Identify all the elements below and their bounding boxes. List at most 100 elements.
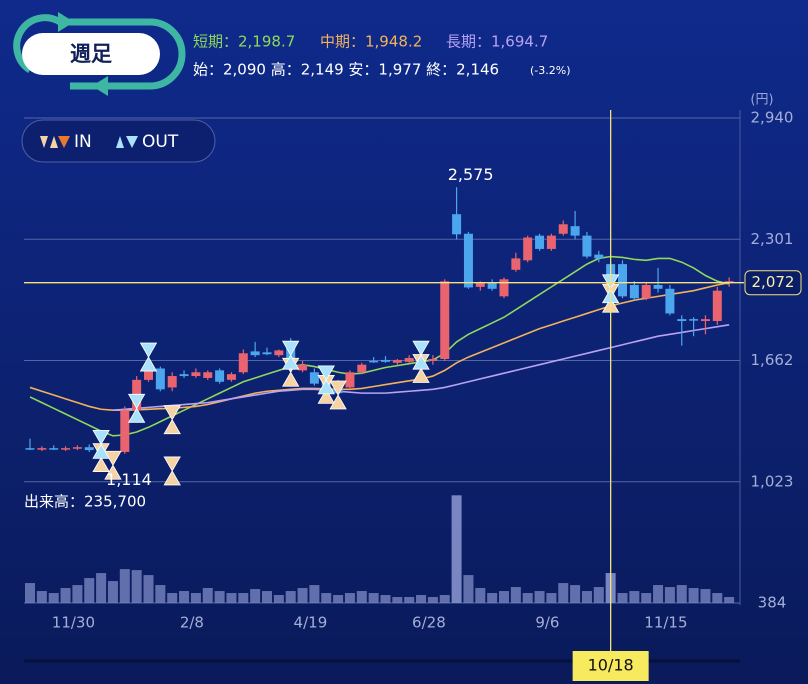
volume-bar xyxy=(202,588,213,603)
volume-bar xyxy=(131,570,142,603)
ring-arrow xyxy=(92,76,108,96)
x-tick-label: 11/15 xyxy=(644,614,687,632)
candle-body xyxy=(523,237,533,261)
price-label: 2,072 xyxy=(752,273,795,291)
volume-bar xyxy=(309,585,320,603)
volume-bar xyxy=(712,593,723,603)
legend-icon xyxy=(50,136,58,148)
button-label[interactable]: 週足 xyxy=(70,42,112,66)
candle-body xyxy=(381,359,390,362)
candle-body xyxy=(618,264,627,297)
volume-bar xyxy=(581,591,592,603)
candle-body xyxy=(238,353,248,373)
low-label: 1,114 xyxy=(106,470,152,489)
legend-icon xyxy=(116,136,124,148)
signal-marker xyxy=(127,393,146,423)
volume-bar xyxy=(463,575,474,603)
period-button[interactable]: 週足 xyxy=(13,12,186,96)
x-tick-label: 9/6 xyxy=(535,614,559,632)
x-tick-label: 4/19 xyxy=(294,614,328,632)
volume-bar xyxy=(238,593,249,603)
signal-marker xyxy=(163,456,181,486)
volume-bar xyxy=(262,591,272,603)
candle-body xyxy=(428,358,438,361)
volume-bar xyxy=(546,593,557,603)
candle-body xyxy=(167,376,177,388)
volume-bar xyxy=(297,588,308,603)
legend-long: 長期：1,694.7 xyxy=(446,33,548,51)
candle-body xyxy=(570,226,580,236)
volume-bar xyxy=(143,575,154,603)
y-tick-label: 1,662 xyxy=(751,351,794,369)
signal-marker xyxy=(163,405,181,435)
volume-bar xyxy=(333,595,344,603)
candle-body xyxy=(203,372,213,378)
candle-body xyxy=(345,372,355,388)
candle-body xyxy=(49,448,59,450)
volume-bar xyxy=(664,587,675,603)
candle-body xyxy=(511,258,521,270)
candle-body xyxy=(404,358,414,362)
button-face xyxy=(22,33,160,75)
volume-bar xyxy=(570,585,581,603)
candle-body xyxy=(309,372,319,384)
candle-body xyxy=(689,319,699,321)
candle-body xyxy=(155,368,165,390)
button-ring xyxy=(13,14,186,90)
candle-body xyxy=(226,374,236,380)
volume-bar xyxy=(179,591,190,603)
volume-bar xyxy=(155,585,166,603)
candle-body xyxy=(298,364,308,371)
volume-bar xyxy=(653,585,664,603)
candle-body xyxy=(546,235,556,249)
candle-body xyxy=(440,281,450,359)
volume-bar xyxy=(84,578,95,603)
volume-bar xyxy=(522,593,533,603)
volume-bar xyxy=(96,573,107,603)
x-tick-label: 2/8 xyxy=(180,614,204,632)
candle-body xyxy=(665,288,675,314)
signal-marker xyxy=(282,340,300,370)
volume-bar xyxy=(475,588,486,603)
candle-body xyxy=(712,290,722,322)
volume-bar xyxy=(60,588,71,603)
signal-marker xyxy=(317,365,335,395)
legend-short: 短期：2,198.7 xyxy=(193,33,295,51)
volume-bar xyxy=(392,597,403,603)
volume-bar xyxy=(25,583,35,603)
candle-body xyxy=(191,372,201,377)
candle-body xyxy=(475,283,485,287)
candle-body xyxy=(558,224,568,234)
x-tick-label: 6/28 xyxy=(412,614,446,632)
candle-body xyxy=(369,360,379,363)
volume-bar xyxy=(167,593,178,603)
signal-marker xyxy=(412,340,430,370)
volume-bar xyxy=(72,585,83,603)
candle-body xyxy=(700,319,710,322)
volume-bar xyxy=(558,583,569,603)
candle-body xyxy=(120,410,130,452)
volume-bar xyxy=(534,591,545,603)
candle-body xyxy=(582,235,592,257)
ma-line xyxy=(112,324,730,412)
volume-bar xyxy=(724,597,735,603)
legend-in: IN xyxy=(74,132,92,152)
volume-bar xyxy=(226,593,237,603)
signal-marker xyxy=(92,429,110,459)
volume-bar xyxy=(36,591,47,603)
ma-line xyxy=(29,255,730,437)
price-box xyxy=(744,270,802,296)
crosshair-box xyxy=(572,651,649,681)
volume-bar xyxy=(487,593,498,603)
candle-body xyxy=(392,359,402,363)
legend-icon xyxy=(40,136,48,148)
y-tick-label: 2,301 xyxy=(751,230,794,248)
volume-bar xyxy=(641,593,652,603)
volume-bar xyxy=(273,595,284,603)
x-tick-label: 11/30 xyxy=(52,614,95,632)
ohlc-text: 始：2,090 高：2,149 安：1,977 終：2,146 xyxy=(193,61,499,79)
volume-bar xyxy=(250,589,261,603)
legend-mid: 中期：1,948.2 xyxy=(320,33,422,51)
legend-out: OUT xyxy=(142,132,179,152)
candle-body xyxy=(629,284,639,299)
